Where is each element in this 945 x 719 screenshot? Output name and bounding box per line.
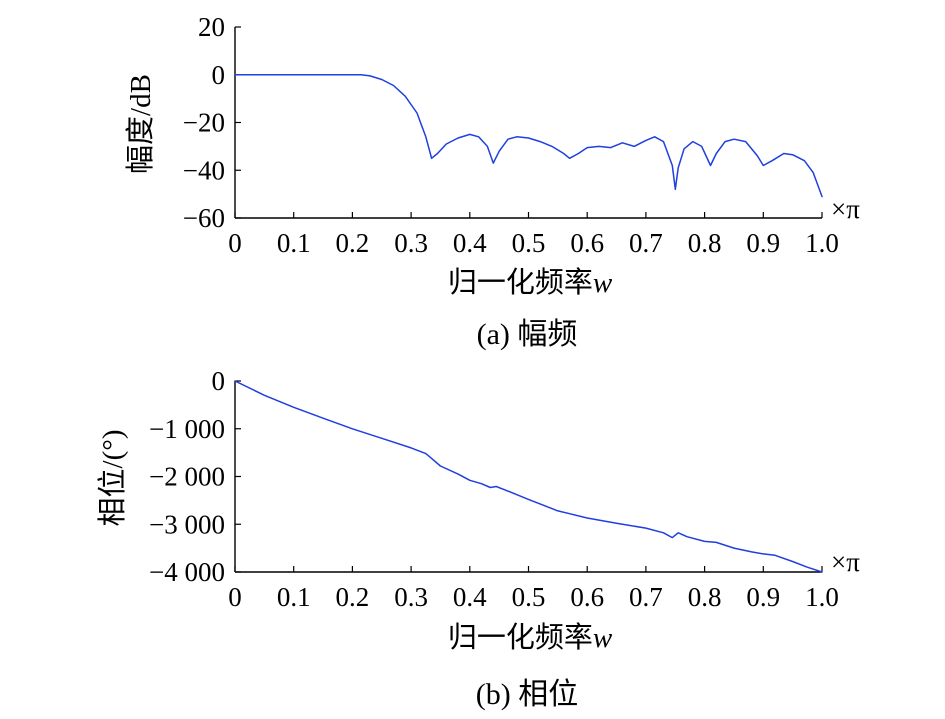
magnitude-x-tick-label: 0.7	[629, 228, 663, 258]
magnitude-y-axis-title: 幅度/dB	[124, 74, 157, 174]
phase-x-tick-label: 0.1	[277, 582, 311, 612]
phase-x-tick-label: 0.5	[512, 582, 546, 612]
magnitude-x-tick-label: 0	[228, 228, 242, 258]
phase-x-axis-title-variable: w	[593, 622, 613, 654]
phase-x-tick-label: 0	[228, 582, 242, 612]
phase-x-tick-label: 0.9	[746, 582, 780, 612]
magnitude-x-tick-label: 0.2	[336, 228, 370, 258]
phase-y-tick-label: −4 000	[149, 557, 225, 587]
phase-x-tick-label: 0.8	[688, 582, 722, 612]
phase-x-unit-label: ×π	[831, 547, 860, 577]
magnitude-x-tick-label: 0.5	[512, 228, 546, 258]
phase-x-axis-title-text: 归一化频率	[448, 621, 593, 654]
magnitude-y-tick-label: −40	[183, 155, 225, 185]
phase-x-tick-label: 0.3	[394, 582, 428, 612]
magnitude-y-tick-label: 0	[212, 60, 226, 90]
magnitude-x-tick-label: 0.4	[453, 228, 487, 258]
magnitude-y-tick-label: −60	[183, 203, 225, 233]
magnitude-y-tick-label: 20	[198, 12, 225, 42]
phase-y-axis-title: 相位/(°)	[96, 430, 129, 527]
phase-caption: (b) 相位	[476, 678, 578, 711]
magnitude-x-axis-title: 归一化频率w	[448, 266, 613, 299]
phase-x-tick-label: 1.0	[805, 582, 839, 612]
phase-x-tick-label: 0.7	[629, 582, 663, 612]
phase-y-tick-label: −1 000	[149, 414, 225, 444]
phase-series-line	[234, 380, 823, 573]
phase-x-tick-label: 0.6	[570, 582, 604, 612]
magnitude-x-tick-label: 0.1	[277, 228, 311, 258]
phase-panel: 相位/(°) 归一化频率w ×π (b) 相位 0 −1 000 −2 000 −3 …	[96, 366, 860, 711]
magnitude-x-tick-label: 1.0	[805, 228, 839, 258]
magnitude-x-unit-label: ×π	[831, 194, 860, 224]
magnitude-x-tick-label: 0.3	[394, 228, 428, 258]
magnitude-x-tick-label: 0.8	[688, 228, 722, 258]
magnitude-y-tick-label: −20	[183, 108, 225, 138]
magnitude-x-axis-title-variable: w	[593, 267, 613, 299]
magnitude-x-tick-label: 0.9	[746, 228, 780, 258]
magnitude-x-tick-label: 0.6	[570, 228, 604, 258]
magnitude-series-line	[234, 74, 823, 198]
phase-x-tick-label: 0.2	[336, 582, 370, 612]
magnitude-caption: (a) 幅频	[477, 318, 578, 351]
phase-y-tick-label: 0	[212, 366, 226, 396]
magnitude-panel: 幅度/dB 归一化频率w ×π (a) 幅频 200−20−40−600 0.1 0…	[124, 12, 860, 351]
phase-x-tick-label: 0.4	[453, 582, 487, 612]
magnitude-x-axis-title-text: 归一化频率	[448, 266, 593, 299]
phase-y-tick-label: −3 000	[149, 509, 225, 539]
phase-y-tick-label: −2 000	[149, 462, 225, 492]
phase-x-axis-title: 归一化频率w	[448, 621, 613, 654]
